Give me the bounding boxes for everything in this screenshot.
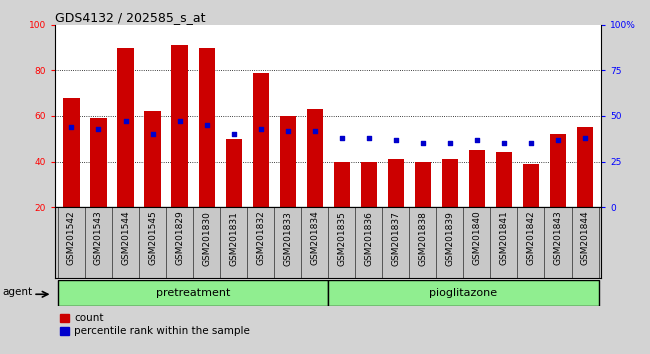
Text: GSM201834: GSM201834 bbox=[310, 211, 319, 266]
Point bbox=[363, 135, 374, 141]
Bar bbox=[523, 164, 539, 207]
Text: GSM201838: GSM201838 bbox=[419, 211, 427, 266]
Text: GSM201839: GSM201839 bbox=[445, 211, 454, 266]
Text: agent: agent bbox=[3, 287, 33, 297]
Bar bbox=[118, 47, 134, 207]
Point bbox=[445, 141, 455, 146]
Point bbox=[499, 141, 509, 146]
Text: GSM201840: GSM201840 bbox=[473, 211, 482, 266]
Text: GSM201842: GSM201842 bbox=[526, 211, 536, 265]
Bar bbox=[577, 127, 593, 207]
Point bbox=[309, 128, 320, 133]
Text: GSM201843: GSM201843 bbox=[554, 211, 562, 266]
Bar bbox=[144, 112, 161, 207]
Point bbox=[472, 137, 482, 142]
Bar bbox=[307, 109, 323, 207]
Text: GSM201841: GSM201841 bbox=[499, 211, 508, 266]
Text: GSM201831: GSM201831 bbox=[229, 211, 238, 266]
Text: GSM201835: GSM201835 bbox=[337, 211, 346, 266]
Text: GSM201544: GSM201544 bbox=[121, 211, 130, 265]
Text: GSM201844: GSM201844 bbox=[580, 211, 590, 265]
Bar bbox=[90, 118, 107, 207]
Bar bbox=[469, 150, 485, 207]
Bar bbox=[198, 47, 214, 207]
Bar bbox=[415, 161, 431, 207]
Bar bbox=[496, 152, 512, 207]
Legend: count, percentile rank within the sample: count, percentile rank within the sample bbox=[60, 313, 250, 336]
Bar bbox=[328, 280, 599, 306]
Text: GSM201832: GSM201832 bbox=[256, 211, 265, 266]
Text: GSM201837: GSM201837 bbox=[391, 211, 400, 266]
Text: GSM201836: GSM201836 bbox=[364, 211, 373, 266]
Bar bbox=[333, 161, 350, 207]
Bar bbox=[58, 280, 328, 306]
Point bbox=[148, 131, 158, 137]
Point bbox=[526, 141, 536, 146]
Point bbox=[202, 122, 212, 128]
Bar bbox=[387, 159, 404, 207]
Point bbox=[580, 135, 590, 141]
Point bbox=[418, 141, 428, 146]
Point bbox=[174, 119, 185, 124]
Point bbox=[283, 128, 293, 133]
Point bbox=[120, 119, 131, 124]
Point bbox=[228, 131, 239, 137]
Bar bbox=[550, 134, 566, 207]
Point bbox=[337, 135, 347, 141]
Bar bbox=[226, 139, 242, 207]
Bar bbox=[253, 73, 269, 207]
Point bbox=[94, 126, 104, 132]
Text: GSM201542: GSM201542 bbox=[67, 211, 76, 265]
Point bbox=[255, 126, 266, 132]
Text: GSM201543: GSM201543 bbox=[94, 211, 103, 266]
Bar bbox=[442, 159, 458, 207]
Point bbox=[391, 137, 401, 142]
Text: GSM201829: GSM201829 bbox=[175, 211, 184, 266]
Point bbox=[66, 124, 77, 130]
Text: pretreatment: pretreatment bbox=[156, 288, 230, 298]
Text: GSM201833: GSM201833 bbox=[283, 211, 292, 266]
Bar bbox=[280, 116, 296, 207]
Bar bbox=[172, 45, 188, 207]
Text: GSM201545: GSM201545 bbox=[148, 211, 157, 266]
Text: GSM201830: GSM201830 bbox=[202, 211, 211, 266]
Point bbox=[552, 137, 563, 142]
Bar bbox=[63, 98, 79, 207]
Text: pioglitazone: pioglitazone bbox=[430, 288, 497, 298]
Text: GDS4132 / 202585_s_at: GDS4132 / 202585_s_at bbox=[55, 11, 206, 24]
Bar bbox=[361, 161, 377, 207]
